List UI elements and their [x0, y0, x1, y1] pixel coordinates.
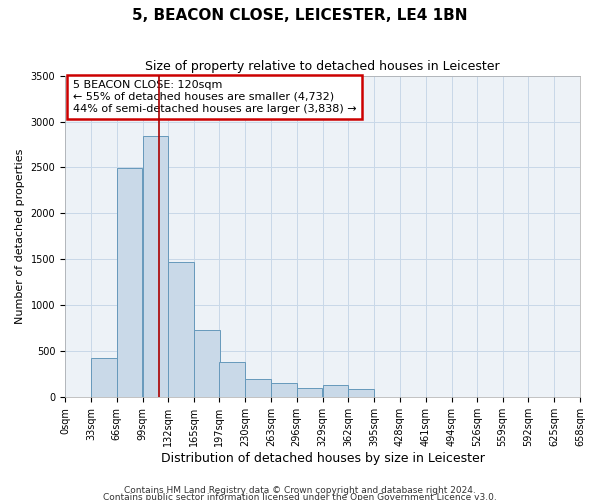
Bar	[117, 168, 142, 398]
Text: Contains public sector information licensed under the Open Government Licence v3: Contains public sector information licen…	[103, 494, 497, 500]
Bar	[169, 262, 194, 398]
Text: 5 BEACON CLOSE: 120sqm
← 55% of detached houses are smaller (4,732)
44% of semi-: 5 BEACON CLOSE: 120sqm ← 55% of detached…	[73, 80, 356, 114]
Text: Contains HM Land Registry data © Crown copyright and database right 2024.: Contains HM Land Registry data © Crown c…	[124, 486, 476, 495]
Bar	[297, 388, 322, 398]
Text: 5, BEACON CLOSE, LEICESTER, LE4 1BN: 5, BEACON CLOSE, LEICESTER, LE4 1BN	[132, 8, 468, 22]
Title: Size of property relative to detached houses in Leicester: Size of property relative to detached ho…	[145, 60, 500, 73]
Bar	[194, 330, 220, 398]
Bar	[323, 386, 348, 398]
Bar	[143, 136, 168, 398]
Bar	[91, 358, 116, 398]
Bar	[245, 379, 271, 398]
Bar	[349, 389, 374, 398]
X-axis label: Distribution of detached houses by size in Leicester: Distribution of detached houses by size …	[161, 452, 484, 465]
Bar	[271, 382, 296, 398]
Y-axis label: Number of detached properties: Number of detached properties	[15, 149, 25, 324]
Bar	[220, 362, 245, 398]
